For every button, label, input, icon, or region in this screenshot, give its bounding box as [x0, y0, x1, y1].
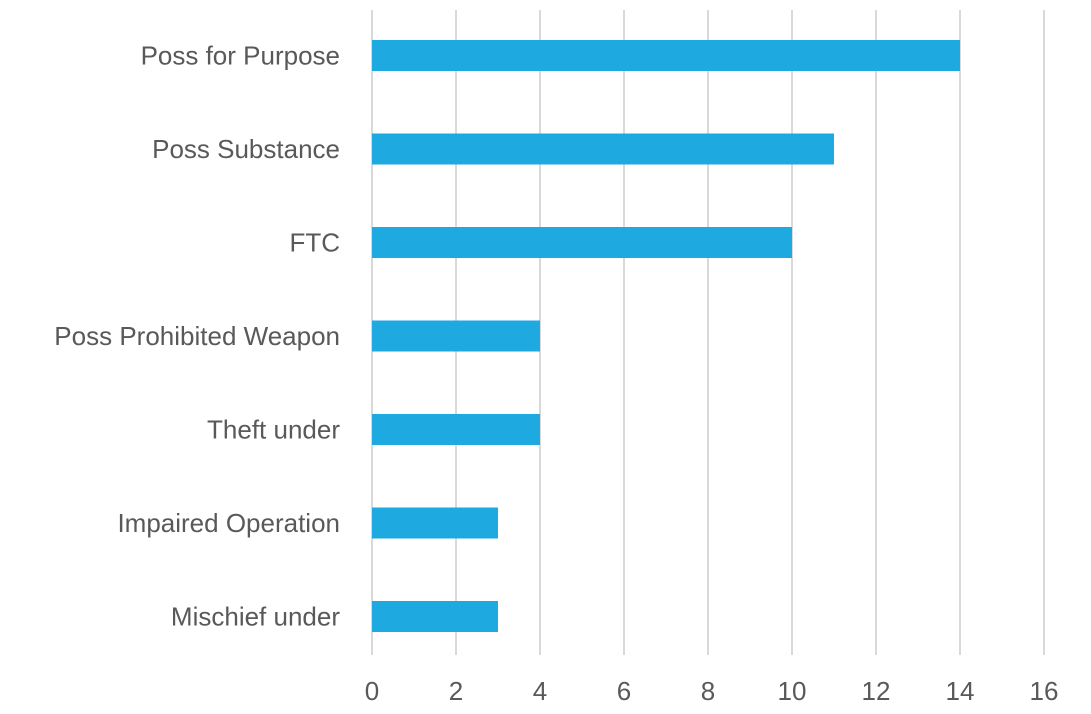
x-tick-label-8: 8 [701, 676, 715, 706]
bar-poss-substance [372, 133, 834, 165]
category-label-poss-prohibited-weapon: Poss Prohibited Weapon [54, 321, 340, 351]
gridlines [371, 10, 1045, 655]
x-tick-label-16: 16 [1030, 676, 1059, 706]
x-tick-label-4: 4 [533, 676, 547, 706]
bar-impaired-operation [372, 507, 498, 539]
bar-theft-under [372, 414, 540, 445]
bar-mischief-under [372, 601, 498, 632]
x-tick-label-10: 10 [778, 676, 807, 706]
x-tick-label-0: 0 [365, 676, 379, 706]
category-label-theft-under: Theft under [207, 415, 340, 445]
x-tick-label-2: 2 [449, 676, 463, 706]
x-tick-label-12: 12 [862, 676, 891, 706]
x-tick-label-6: 6 [617, 676, 631, 706]
category-label-poss-substance: Poss Substance [152, 134, 340, 164]
category-labels: Poss for Purpose Poss Substance FTC Poss Pr… [54, 41, 340, 632]
bars [372, 40, 960, 632]
category-label-ftc: FTC [289, 228, 340, 258]
x-axis-tick-labels: 0 2 4 6 8 10 12 14 16 [365, 676, 1059, 706]
category-label-poss-for-purpose: Poss for Purpose [141, 41, 340, 71]
bar-ftc [372, 227, 792, 258]
bar-poss-prohibited-weapon [372, 320, 540, 352]
x-tick-label-14: 14 [946, 676, 975, 706]
bar-poss-for-purpose [372, 40, 960, 71]
category-label-impaired-operation: Impaired Operation [117, 508, 340, 538]
category-label-mischief-under: Mischief under [171, 602, 340, 632]
